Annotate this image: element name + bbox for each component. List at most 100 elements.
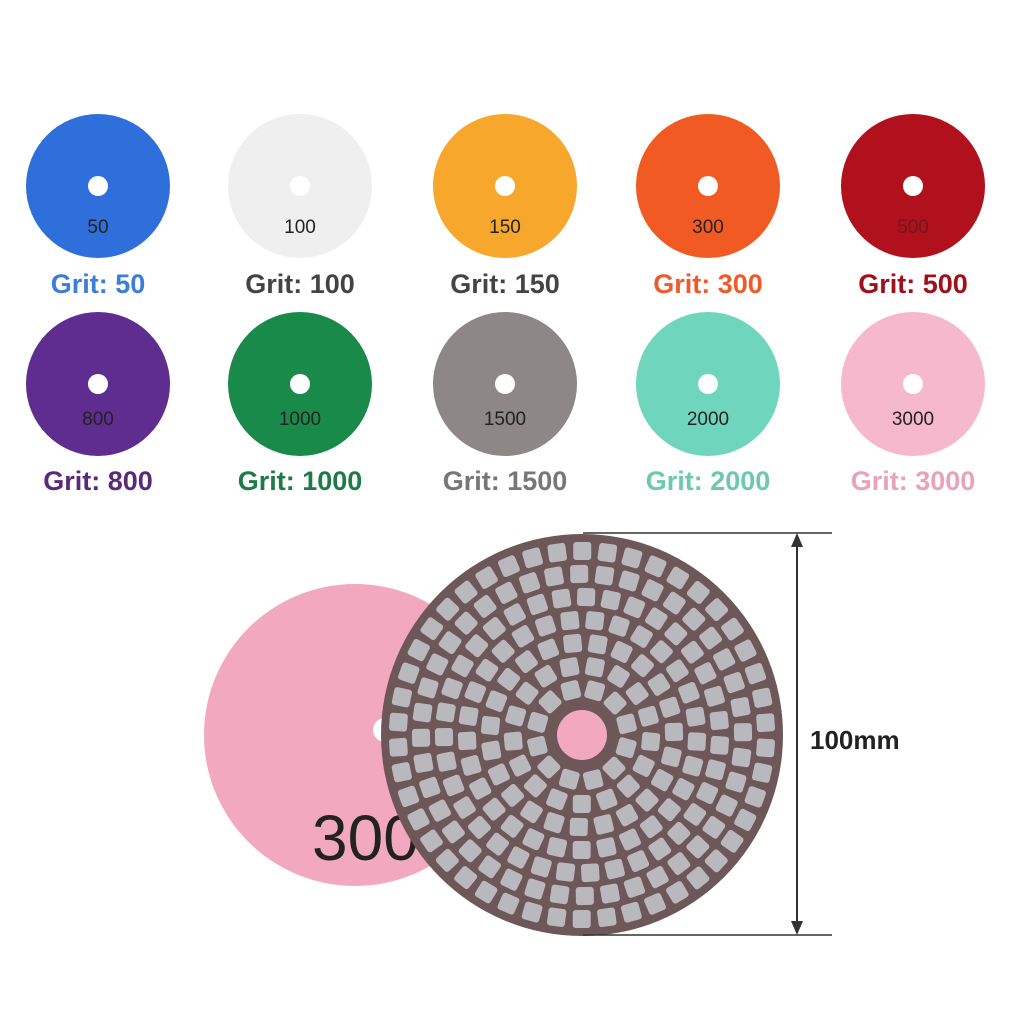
segment (616, 774, 640, 798)
segment (623, 876, 646, 898)
segment (672, 778, 695, 801)
segment (526, 593, 549, 616)
segment (649, 640, 673, 664)
segment (756, 738, 775, 758)
segment (417, 677, 439, 699)
segment (666, 659, 689, 683)
pad-hole (290, 176, 310, 196)
pad-number: 300 (692, 217, 724, 238)
segment (615, 737, 637, 759)
segment (485, 690, 508, 712)
pad-hole (495, 374, 515, 394)
segment (507, 846, 530, 869)
segment (600, 589, 621, 611)
segment (710, 735, 730, 755)
segment (442, 774, 465, 797)
grit-pad: 150 Grit: 150 (433, 114, 577, 299)
segment (678, 681, 700, 704)
segment (407, 808, 430, 831)
segment (620, 901, 642, 923)
segment (576, 587, 596, 607)
segment (547, 542, 567, 563)
segment (630, 625, 653, 648)
segment (530, 856, 552, 878)
segment (538, 690, 562, 714)
segment (664, 622, 688, 646)
segment (527, 735, 548, 757)
segment (648, 837, 672, 861)
segment (518, 572, 541, 594)
pad-number: 1500 (484, 409, 526, 430)
segment (546, 907, 567, 928)
segment (744, 786, 766, 808)
segment (487, 763, 510, 786)
pad-hole (88, 374, 108, 394)
segment (480, 715, 501, 736)
segment (699, 626, 722, 650)
segment (497, 892, 520, 915)
segment (720, 829, 744, 853)
grit-pad: 3000 Grit: 3000 (841, 312, 985, 496)
segment (491, 639, 515, 663)
segment (730, 697, 751, 717)
segment (534, 664, 558, 688)
segment (667, 821, 691, 845)
segment (558, 768, 580, 790)
segment (412, 702, 433, 723)
segment (434, 727, 454, 747)
segment (413, 753, 434, 773)
segment (546, 837, 568, 858)
grit-pad: 1000 Grit: 1000 (228, 312, 372, 496)
segment (481, 740, 502, 761)
segment (644, 892, 666, 915)
segment (596, 837, 617, 858)
segment (497, 667, 521, 691)
segment (580, 863, 600, 883)
segment (621, 547, 643, 569)
dimension-label: 100mm (810, 725, 900, 755)
segment (584, 657, 605, 678)
segment (572, 794, 591, 814)
segment (709, 710, 729, 731)
segment (641, 732, 661, 752)
segment (522, 828, 545, 851)
segment (638, 705, 659, 727)
segment (436, 751, 457, 772)
segment (721, 617, 744, 641)
segment (584, 680, 606, 702)
segment (635, 788, 659, 812)
segment (686, 866, 710, 890)
segment (420, 617, 444, 641)
segment (509, 754, 532, 777)
pad-hole (495, 176, 515, 196)
segment (391, 687, 413, 708)
segment (666, 566, 690, 590)
segment (498, 555, 520, 578)
segment (662, 591, 686, 615)
segment (389, 712, 408, 732)
pad-hole (903, 176, 923, 196)
segment (569, 817, 588, 837)
segment (632, 754, 655, 777)
segment (682, 607, 706, 631)
pad-number: 100 (284, 217, 316, 238)
segment (475, 566, 498, 589)
segment (686, 835, 710, 859)
segment (585, 611, 605, 631)
segment (618, 570, 640, 592)
pad-number: 2000 (687, 409, 729, 430)
segment (524, 878, 546, 900)
pad-number: 500 (897, 217, 929, 238)
segment (559, 657, 580, 678)
segment (522, 547, 544, 569)
segment (751, 762, 773, 783)
segment (687, 732, 707, 751)
segment (438, 631, 462, 655)
segment (587, 634, 608, 655)
segment (683, 803, 707, 826)
segment (543, 812, 565, 834)
segment (644, 555, 667, 578)
segment (451, 654, 474, 678)
segment (441, 677, 463, 700)
grit-pad: 50 Grit: 50 (26, 114, 170, 299)
